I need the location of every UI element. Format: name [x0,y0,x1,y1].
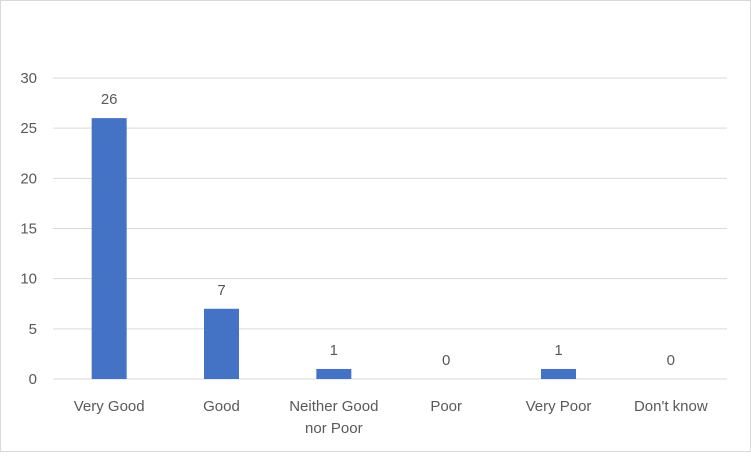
x-tick-label-line: Good [203,398,240,415]
data-label: 1 [554,342,562,359]
y-axis-tick-labels: 0 5 10 15 20 25 30 [20,70,37,388]
y-tick-label: 0 [29,371,37,388]
data-labels: 26 7 1 0 1 0 [101,91,675,369]
x-tick-label-line: Don't know [634,398,708,415]
data-label: 0 [667,352,675,369]
bar [541,368,576,379]
x-tick-label: Poor [430,398,462,415]
y-tick-label: 30 [20,70,37,87]
bar [204,308,239,379]
x-tick-label-line: Neither Good [289,398,378,415]
x-tick-label-line: Very Poor [526,398,592,415]
gridlines [53,77,727,380]
x-tick-label-line: Very Good [74,398,145,415]
x-axis-tick-labels: Very Good Good Neither Good nor Poor Poor Ver… [74,398,708,437]
y-tick-label: 15 [20,221,37,238]
x-tick-label: Very Good [74,398,145,415]
bars [91,118,576,379]
bar [91,118,127,379]
y-tick-label: 5 [29,321,37,338]
y-tick-label: 25 [20,120,37,137]
data-label: 1 [330,342,338,359]
y-tick-label: 20 [20,170,37,187]
x-tick-label: Don't know [634,398,708,415]
x-tick-label: Neither Good nor Poor [289,398,378,437]
y-tick-label: 10 [20,271,37,288]
data-label: 7 [217,282,225,299]
x-tick-label: Good [203,398,240,415]
data-label: 0 [442,352,450,369]
bar [316,368,352,379]
x-tick-label-line: Poor [430,398,462,415]
data-label: 26 [101,91,118,108]
x-tick-label-line: nor Poor [305,420,363,437]
x-tick-label: Very Poor [526,398,592,415]
